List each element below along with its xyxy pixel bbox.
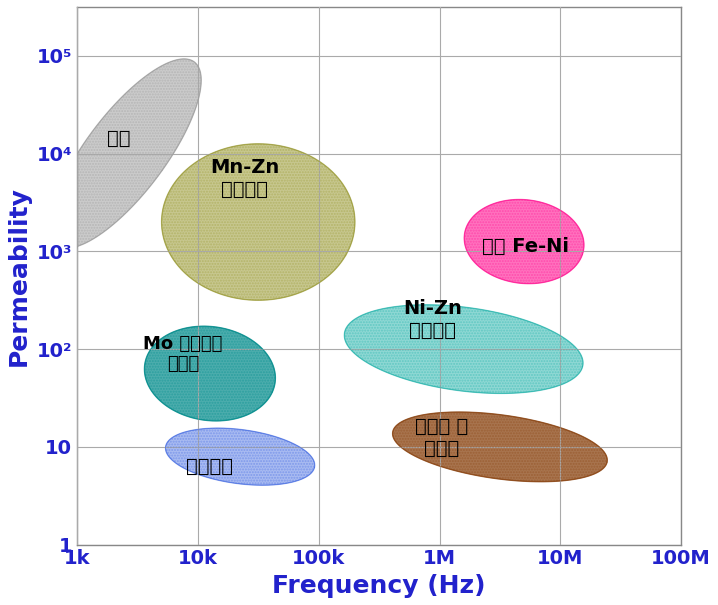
Text: 금속: 금속 [107, 129, 131, 148]
Polygon shape [393, 412, 607, 482]
Polygon shape [166, 428, 314, 485]
Text: Mo 퍼말로이
더스트: Mo 퍼말로이 더스트 [144, 335, 223, 373]
X-axis label: Frequency (Hz): Frequency (Hz) [272, 574, 486, 598]
Polygon shape [77, 59, 201, 248]
Text: 카보닐 철
더스트: 카보닐 철 더스트 [415, 417, 469, 457]
Text: 샌더스트: 샌더스트 [186, 457, 233, 476]
Y-axis label: Permeability: Permeability [7, 186, 31, 366]
Polygon shape [162, 144, 355, 300]
Polygon shape [465, 200, 584, 284]
Text: Ni-Zn
페라이트: Ni-Zn 페라이트 [404, 299, 462, 340]
Text: 전주 Fe-Ni: 전주 Fe-Ni [482, 237, 569, 256]
Text: Mn-Zn
페라이트: Mn-Zn 페라이트 [210, 157, 279, 198]
Polygon shape [345, 305, 583, 393]
Polygon shape [144, 326, 276, 421]
